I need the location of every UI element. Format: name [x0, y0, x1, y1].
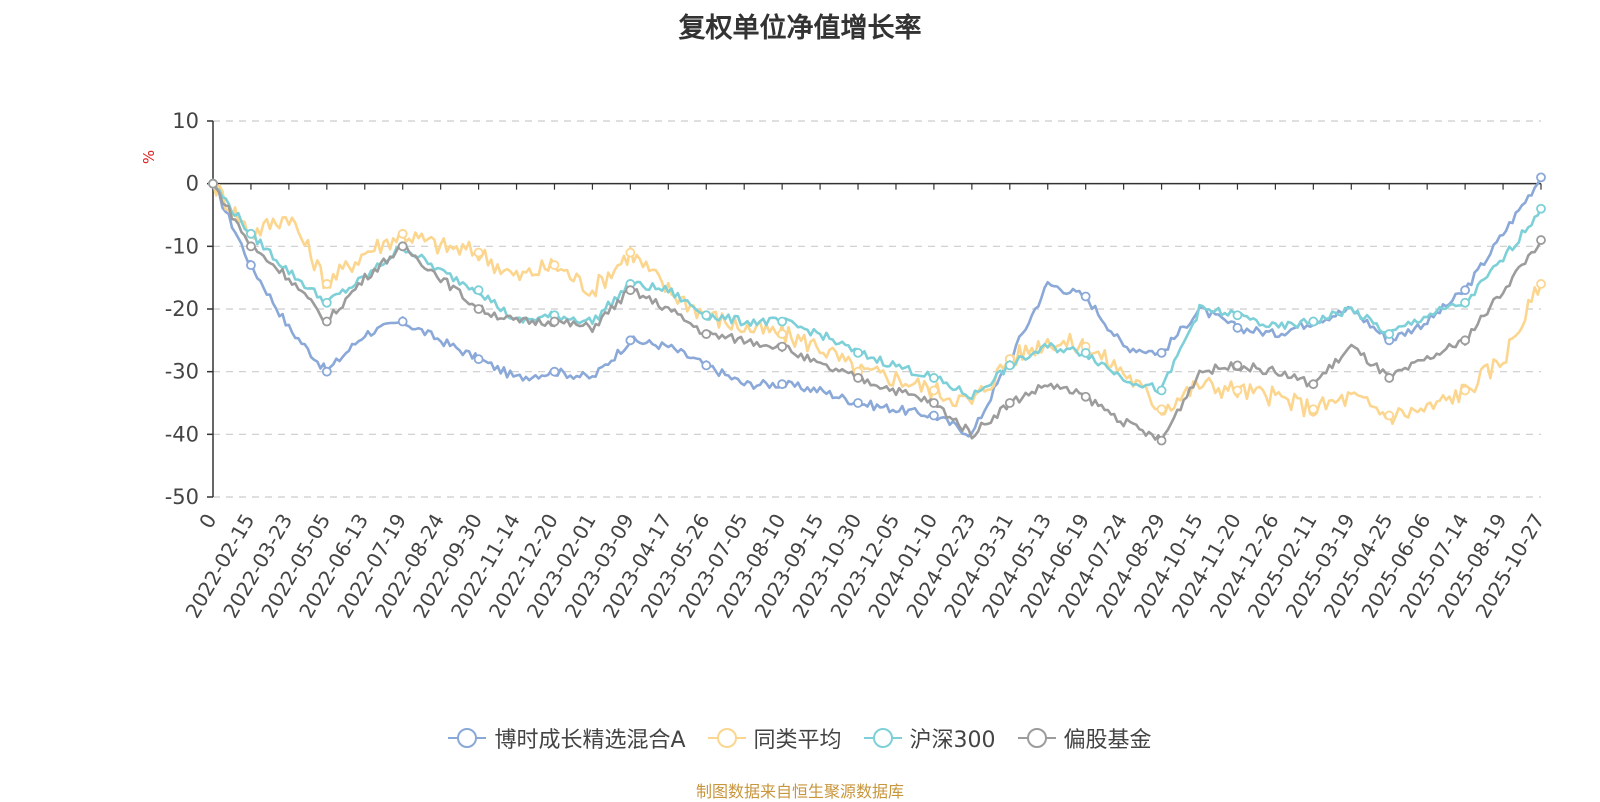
data-point [1232, 360, 1243, 371]
legend-label: 同类平均 [753, 728, 842, 753]
data-point [625, 247, 636, 258]
data-point [321, 316, 332, 327]
data-point [625, 285, 636, 296]
data-point [1536, 172, 1546, 183]
data-point [1156, 347, 1167, 358]
legend-marker-icon [863, 728, 902, 748]
data-point [1004, 398, 1015, 408]
data-point [1156, 404, 1167, 415]
legend-marker-icon [707, 728, 746, 748]
data-point [777, 316, 788, 327]
legend-label: 沪深300 [909, 728, 996, 753]
data-point [208, 178, 218, 189]
data-point [1308, 379, 1319, 390]
data-point [777, 341, 788, 352]
data-point [1460, 297, 1471, 308]
data-point [1232, 322, 1243, 333]
data-point [473, 304, 484, 314]
data-point [1004, 360, 1015, 371]
data-point [1308, 404, 1319, 415]
data-point [246, 260, 256, 271]
data-point [777, 379, 788, 390]
data-point [473, 247, 484, 258]
legend-item-peer-average[interactable]: 同类平均 [707, 722, 842, 754]
data-point [1536, 279, 1546, 289]
data-point [1460, 335, 1471, 346]
data-point [1384, 410, 1395, 421]
data-point [1536, 203, 1546, 214]
data-point [853, 347, 863, 358]
legend-item-fund[interactable]: 博时成长精选混合A [448, 722, 686, 754]
data-point [1156, 385, 1167, 396]
data-point [853, 373, 863, 383]
y-tick-label: -40 [165, 422, 199, 446]
data-point [1384, 329, 1395, 339]
data-source-note: 制图数据来自恒生聚源数据库 [695, 782, 904, 801]
y-tick-label: 10 [172, 109, 199, 133]
legend-marker-icon [448, 728, 487, 748]
data-point [549, 316, 560, 327]
legend-label: 偏股基金 [1063, 728, 1152, 753]
data-point [1536, 235, 1546, 245]
y-tick-label: -10 [165, 234, 199, 258]
data-point [549, 260, 560, 271]
data-point [1156, 435, 1167, 446]
data-point [1080, 291, 1091, 302]
legend-item-hs300[interactable]: 沪深300 [863, 722, 996, 754]
data-point [853, 398, 863, 408]
y-tick-label: -50 [165, 485, 199, 509]
data-point [1080, 391, 1091, 402]
legend-marker-icon [1017, 728, 1056, 748]
data-point [397, 316, 408, 327]
y-tick-label: -20 [165, 297, 199, 321]
data-point [625, 335, 636, 346]
data-point [321, 279, 332, 289]
data-point [473, 354, 484, 365]
data-point [777, 329, 788, 339]
data-point [1232, 385, 1243, 396]
data-point [1384, 373, 1395, 383]
legend-label: 博时成长精选混合A [494, 728, 686, 753]
y-tick-label: -30 [165, 360, 199, 384]
data-point [1460, 385, 1471, 396]
data-point [246, 241, 256, 252]
data-point [701, 360, 712, 371]
data-point [397, 241, 408, 252]
data-point [929, 373, 939, 383]
y-tick-label: 0 [186, 172, 199, 196]
data-point [1460, 285, 1471, 296]
data-point [1080, 347, 1091, 358]
x-tick-label: 0 [194, 510, 221, 533]
data-point [397, 228, 408, 239]
data-point [929, 410, 939, 421]
data-point [321, 366, 332, 377]
data-point [549, 366, 560, 377]
data-point [929, 398, 939, 408]
data-point [321, 297, 332, 308]
data-point [929, 385, 939, 396]
data-point [1308, 316, 1319, 327]
legend: 博时成长精选混合A 同类平均 沪深300 偏股基金 [0, 722, 1600, 754]
data-point [246, 228, 256, 239]
data-point [701, 329, 712, 339]
series-line [211, 182, 1543, 442]
data-point [473, 285, 484, 296]
series-line [211, 183, 1543, 425]
data-point [1232, 310, 1243, 321]
data-point [701, 310, 712, 321]
chart-title: 复权单位净值增长率 [678, 13, 922, 44]
legend-item-equity-funds[interactable]: 偏股基金 [1017, 722, 1152, 754]
